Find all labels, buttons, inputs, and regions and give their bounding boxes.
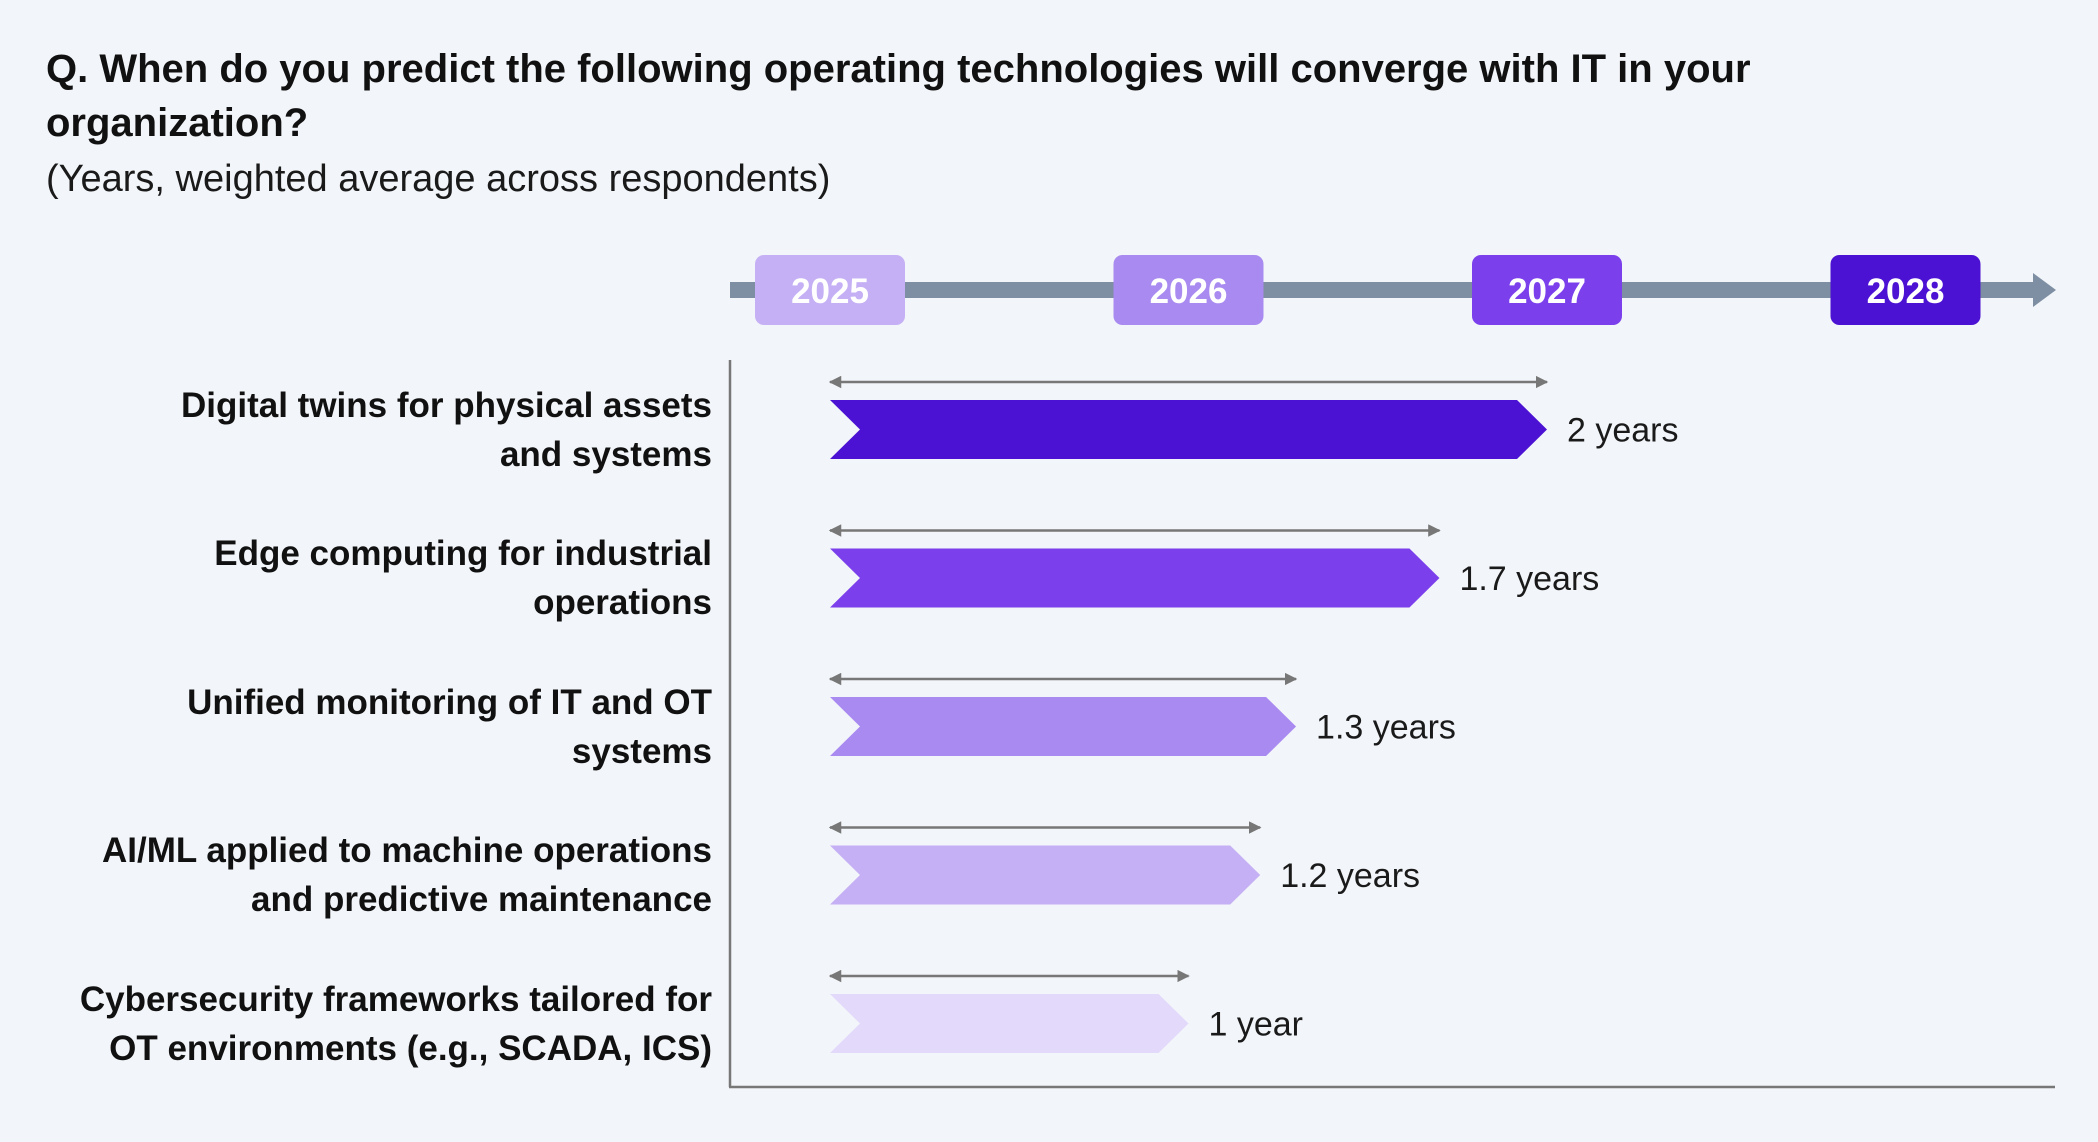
bars: 2 years 1.7 years 1.3 years 1.2 years 1 year	[828, 375, 1679, 1053]
year-label: 2026	[1150, 272, 1228, 311]
category-label: AI/ML applied to machine operations and …	[102, 831, 712, 919]
year-badge-bg	[1113, 255, 1264, 325]
value-label: 2 years	[1567, 412, 1679, 450]
value-label: 1.3 years	[1316, 709, 1456, 747]
bar-row: 1.3 years	[828, 672, 1456, 756]
timeline-arrow-head	[2033, 273, 2056, 307]
value-label: 1.7 years	[1459, 560, 1599, 598]
value-label: 1 year	[1209, 1006, 1304, 1044]
bar-row: 1.7 years	[828, 524, 1599, 608]
chart-subtitle: (Years, weighted average across responde…	[46, 158, 831, 200]
year-label: 2025	[791, 272, 869, 311]
year-badge-2026: 2026	[1113, 255, 1264, 325]
value-label: 1.2 years	[1280, 857, 1420, 895]
category-label: Edge computing for industrial operations	[214, 534, 712, 622]
year-badge-2028: 2028	[1830, 255, 1981, 325]
bar	[830, 994, 1189, 1053]
bar-row: 1 year	[828, 969, 1304, 1053]
category-label: Digital twins for physical assets and sy…	[181, 385, 712, 474]
year-label: 2028	[1867, 272, 1945, 311]
bar	[830, 548, 1440, 608]
timeline-line	[730, 282, 2035, 298]
category-label: Cybersecurity frameworks tailored for OT…	[79, 979, 712, 1068]
bar	[830, 697, 1297, 756]
bar	[830, 845, 1261, 905]
chart-title: Q. When do you predict the following ope…	[46, 47, 1751, 145]
year-badge-bg	[755, 255, 905, 325]
timeline-axis: 2025 2026 2027 2028	[730, 255, 2056, 325]
year-label: 2027	[1508, 272, 1586, 311]
year-badge-bg	[1472, 255, 1622, 325]
bar-row: 2 years	[828, 375, 1679, 459]
year-badge-bg	[1830, 255, 1981, 325]
category-label: Unified monitoring of IT and OT systems	[187, 682, 712, 771]
plot-frame	[728, 360, 2055, 1089]
bar-row: 1.2 years	[828, 821, 1420, 905]
year-badge-2027: 2027	[1472, 255, 1622, 325]
year-badge-2025: 2025	[755, 255, 905, 325]
bar	[830, 400, 1547, 459]
